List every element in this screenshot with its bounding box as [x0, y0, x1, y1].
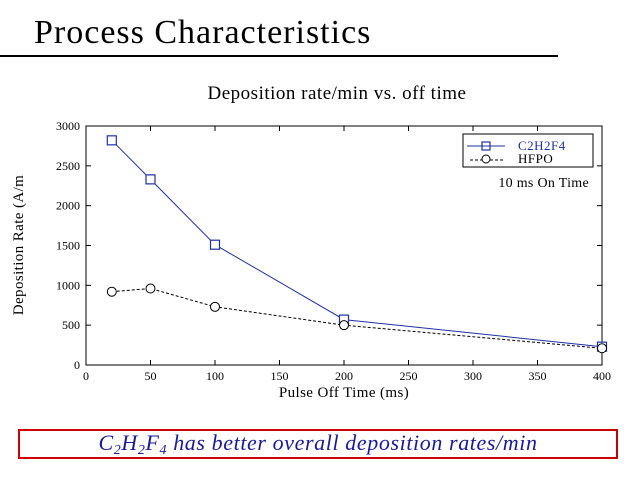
- annotation-on-time: 10 ms On Time: [498, 176, 589, 191]
- chart-title: Deposition rate/min vs. off time: [208, 83, 467, 104]
- data-point-hfpo: [106, 286, 117, 297]
- series-line-c2h2f4: [111, 139, 603, 348]
- x-tick-label: 350: [529, 369, 547, 383]
- series-layer: [106, 135, 608, 354]
- y-tick-label: 3000: [56, 119, 80, 133]
- title-divider: [0, 55, 558, 57]
- legend-marker-circle: [481, 154, 491, 164]
- legend-label-c2h2f4: C2H2F4: [518, 138, 566, 153]
- conclusion-banner: C2H2F4 has better overall deposition rat…: [18, 429, 618, 459]
- y-tick-label: 1500: [56, 239, 80, 253]
- legend-marker-square: [481, 141, 491, 151]
- x-tick-label: 250: [400, 369, 418, 383]
- x-tick-label: 150: [271, 369, 289, 383]
- x-tick-label: 200: [335, 369, 353, 383]
- x-axis: 0 50 100 150 200 250 300 350 400: [83, 126, 611, 383]
- conclusion-subscript: 2: [113, 442, 122, 458]
- x-tick-label: 300: [464, 369, 482, 383]
- data-point-hfpo: [597, 343, 607, 354]
- x-tick-label: 0: [83, 369, 89, 383]
- x-axis-label: Pulse Off Time (ms): [279, 385, 409, 401]
- y-axis: 0 500 1000 1500 2000 2500 3000: [56, 119, 602, 372]
- conclusion-fragment: H: [121, 429, 138, 455]
- data-point-c2h2f4: [145, 174, 156, 185]
- data-point-hfpo: [145, 283, 156, 294]
- legend: C2H2F4 HFPO: [462, 133, 594, 168]
- conclusion-fragment: C: [98, 429, 114, 455]
- conclusion-text: C2H2F4 has better overall deposition rat…: [98, 430, 537, 459]
- y-tick-label: 2000: [56, 199, 80, 213]
- x-tick-label: 50: [145, 369, 157, 383]
- y-tick-label: 1000: [56, 278, 80, 292]
- data-point-hfpo: [339, 320, 349, 331]
- x-tick-label: 400: [593, 369, 611, 383]
- conclusion-fragment: has better overall deposition rates/min: [167, 429, 538, 455]
- conclusion-subscript: 4: [159, 442, 168, 458]
- x-tick-label: 100: [206, 369, 224, 383]
- data-point-c2h2f4: [106, 135, 117, 146]
- slide-title: Process Characteristics: [34, 14, 372, 51]
- data-point-c2h2f4: [209, 239, 221, 250]
- y-tick-label: 500: [62, 318, 80, 332]
- conclusion-subscript: 2: [137, 442, 146, 458]
- data-point-hfpo: [210, 301, 220, 312]
- y-tick-label: 2500: [56, 159, 80, 173]
- y-axis-label: Deposition Rate (A/m: [11, 175, 27, 315]
- y-tick-label: 0: [74, 358, 80, 372]
- deposition-rate-chart: Deposition rate/min vs. off time 0500100…: [11, 83, 611, 401]
- conclusion-fragment: F: [145, 429, 160, 455]
- legend-label-hfpo: HFPO: [518, 151, 553, 166]
